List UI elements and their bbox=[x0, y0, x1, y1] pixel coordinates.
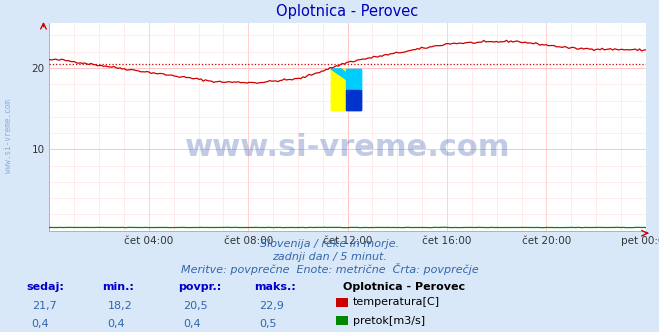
Text: Slovenija / reke in morje.: Slovenija / reke in morje. bbox=[260, 239, 399, 249]
Text: 20,5: 20,5 bbox=[183, 301, 208, 311]
Text: maks.:: maks.: bbox=[254, 283, 295, 292]
Bar bbox=[346, 90, 360, 110]
Bar bbox=[346, 90, 360, 110]
Bar bbox=[346, 69, 360, 90]
Title: Oplotnica - Perovec: Oplotnica - Perovec bbox=[277, 4, 418, 19]
Text: temperatura[C]: temperatura[C] bbox=[353, 297, 440, 307]
Text: 0,4: 0,4 bbox=[107, 319, 125, 329]
Text: 0,5: 0,5 bbox=[259, 319, 277, 329]
Text: 21,7: 21,7 bbox=[32, 301, 57, 311]
Bar bbox=[346, 69, 360, 90]
Bar bbox=[331, 69, 346, 110]
Text: zadnji dan / 5 minut.: zadnji dan / 5 minut. bbox=[272, 252, 387, 262]
Text: 0,4: 0,4 bbox=[32, 319, 49, 329]
Text: sedaj:: sedaj: bbox=[26, 283, 64, 292]
Polygon shape bbox=[331, 69, 360, 90]
Text: Oplotnica - Perovec: Oplotnica - Perovec bbox=[343, 283, 465, 292]
Text: min.:: min.: bbox=[102, 283, 134, 292]
Text: 0,4: 0,4 bbox=[183, 319, 201, 329]
Text: 18,2: 18,2 bbox=[107, 301, 132, 311]
Text: www.si-vreme.com: www.si-vreme.com bbox=[185, 133, 510, 162]
Bar bbox=[331, 69, 346, 110]
Text: pretok[m3/s]: pretok[m3/s] bbox=[353, 316, 424, 326]
Text: povpr.:: povpr.: bbox=[178, 283, 221, 292]
Text: 22,9: 22,9 bbox=[259, 301, 284, 311]
Bar bbox=[331, 90, 346, 110]
Text: Meritve: povprečne  Enote: metrične  Črta: povprečje: Meritve: povprečne Enote: metrične Črta:… bbox=[181, 263, 478, 275]
Text: www.si-vreme.com: www.si-vreme.com bbox=[4, 99, 13, 173]
